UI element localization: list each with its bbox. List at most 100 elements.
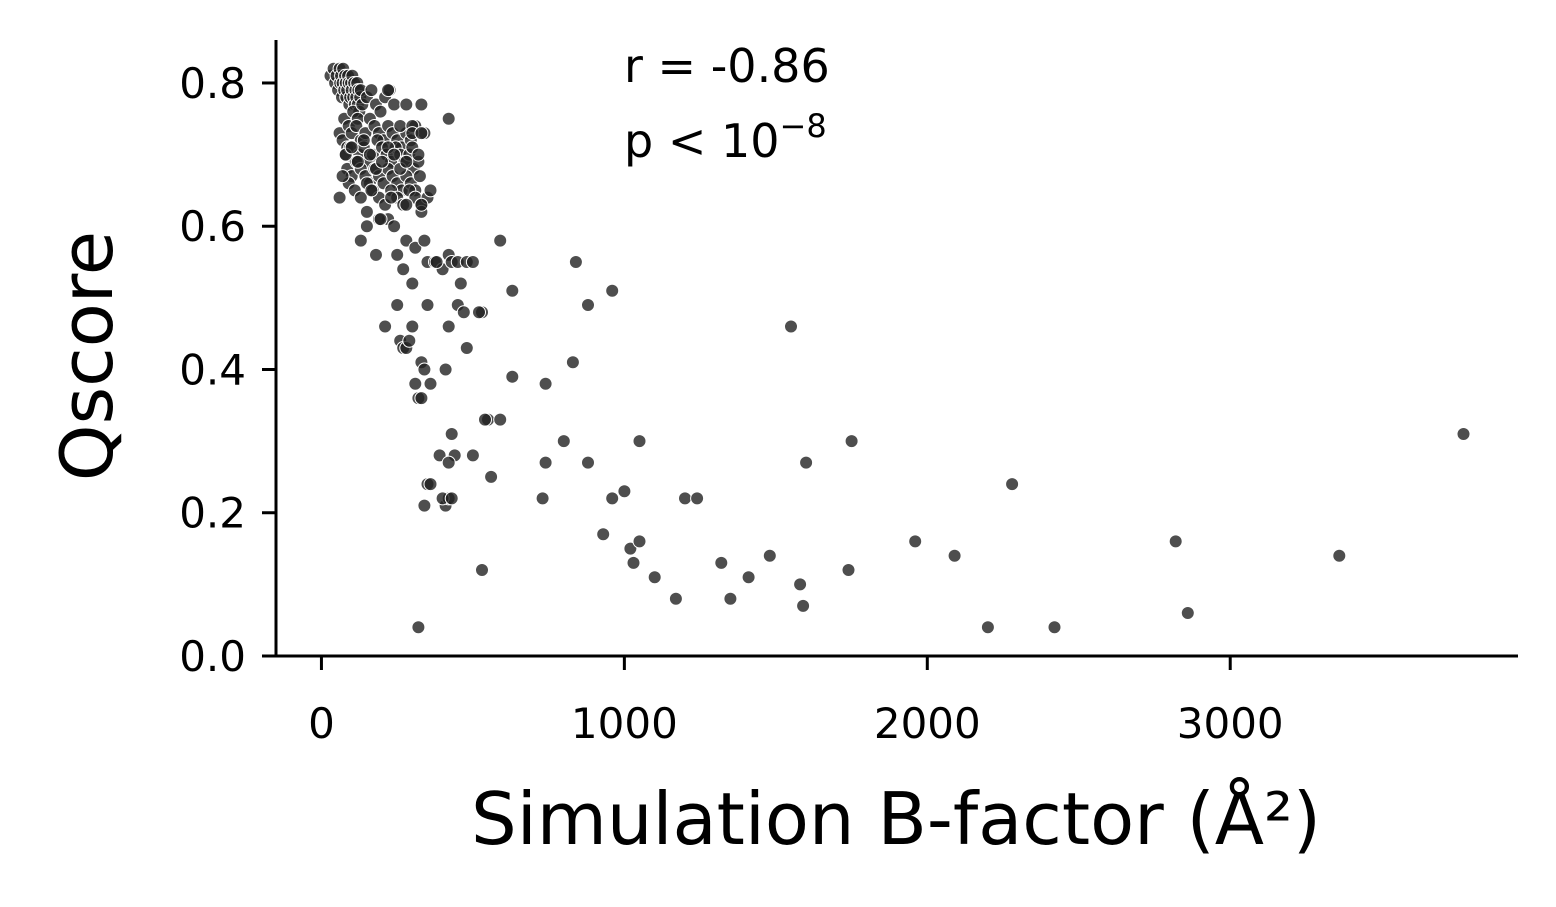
p-value-prefix: p < 10 (624, 114, 780, 168)
scatter-point (411, 620, 426, 635)
scatter-point (381, 83, 396, 98)
scatter-point (441, 319, 456, 334)
scatter-point (947, 548, 962, 563)
scatter-point (505, 283, 520, 298)
scatter-point (1005, 477, 1020, 492)
scatter-point (438, 362, 453, 377)
x-tick-label: 0 (308, 699, 335, 748)
scatter-point (373, 212, 388, 227)
scatter-point (1456, 427, 1471, 441)
scatter-point (349, 119, 364, 133)
scatter-point (632, 534, 647, 549)
y-tick-label: 0.8 (179, 59, 246, 108)
scatter-point (387, 219, 402, 234)
scatter-point (417, 362, 432, 377)
scatter-point (632, 434, 647, 449)
scatter-point (375, 154, 389, 169)
scatter-point (335, 169, 350, 184)
scatter-point (369, 247, 383, 262)
scatter-point (723, 591, 738, 606)
x-axis-ticks: 0 1000 2000 3000 (308, 656, 1284, 748)
scatter-point (453, 276, 468, 291)
scatter-point (472, 305, 486, 320)
scatter-point (441, 111, 456, 126)
scatter-point (408, 240, 423, 255)
y-axis-title: Qscore (45, 231, 129, 481)
scatter-point (444, 427, 459, 441)
scatter-point (538, 376, 553, 391)
scatter-point (456, 305, 471, 320)
y-tick-label: 0.4 (179, 345, 246, 394)
correlation-annotation: r = -0.86 (624, 39, 830, 93)
scatter-point (423, 477, 438, 492)
scatter-point (432, 448, 447, 463)
scatter-point (605, 491, 620, 506)
scatter-point (714, 555, 729, 570)
scatter-point (568, 255, 583, 269)
scatter-point (459, 341, 474, 355)
scatter-point (390, 298, 405, 312)
scatter-point (556, 434, 571, 449)
scatter-point (414, 197, 429, 212)
scatter-point (390, 247, 405, 262)
scatter-point (344, 140, 359, 155)
scatter-point (493, 412, 508, 427)
scatter-point (387, 147, 402, 162)
scatter-point (402, 333, 417, 348)
scatter-point (420, 298, 435, 312)
p-value-annotation: p < 10−8 (624, 107, 827, 168)
y-tick-label: 0.6 (179, 202, 246, 251)
scatter-point (417, 498, 432, 513)
scatter-point (405, 276, 420, 291)
scatter-point (799, 455, 814, 470)
scatter-point (411, 147, 426, 162)
scatter-point (350, 154, 365, 169)
scatter-point (359, 204, 374, 219)
scatter-point (505, 369, 520, 384)
scatter-point (626, 555, 641, 570)
scatter-point (465, 255, 480, 269)
scatter-point (1047, 620, 1062, 635)
scatter-point (396, 262, 411, 277)
scatter-point (535, 491, 550, 506)
scatter-point (478, 412, 492, 427)
x-tick-label: 1000 (571, 699, 678, 748)
scatter-point (378, 319, 393, 334)
scatter-point (623, 541, 638, 556)
scatter-point (387, 97, 402, 112)
x-tick-label: 3000 (1177, 699, 1284, 748)
scatter-point (465, 448, 480, 463)
scatter-point (741, 570, 756, 585)
scatter-point (441, 455, 456, 470)
scatter-point (484, 469, 499, 484)
scatter-point (353, 233, 368, 248)
scatter-point (332, 190, 347, 205)
scatter-point (841, 563, 856, 577)
scatter-point (647, 570, 662, 585)
scatter-point (1332, 548, 1347, 563)
y-tick-label: 0.2 (179, 489, 246, 538)
scatter-point (581, 455, 595, 470)
scatter-point (423, 376, 438, 391)
scatter-point (444, 491, 459, 506)
scatter-point (384, 190, 399, 205)
scatter-point (359, 219, 374, 234)
scatter-point (493, 233, 508, 248)
scatter-point (362, 147, 377, 162)
scatter-point (762, 548, 777, 563)
scatter-point (364, 83, 379, 98)
scatter-point (399, 197, 414, 212)
p-value-exponent: −8 (780, 107, 827, 145)
scatter-point (393, 119, 408, 133)
scatter-point (399, 154, 414, 169)
scatter-point (668, 591, 683, 606)
scatter-point (678, 491, 692, 506)
scatter-point (412, 169, 427, 184)
scatter-point (596, 527, 611, 542)
y-tick-label: 0.0 (179, 632, 246, 681)
scatter-point (793, 577, 808, 592)
scatter-point (980, 620, 995, 635)
scatter-point (1168, 534, 1183, 549)
scatter-point (414, 126, 429, 141)
